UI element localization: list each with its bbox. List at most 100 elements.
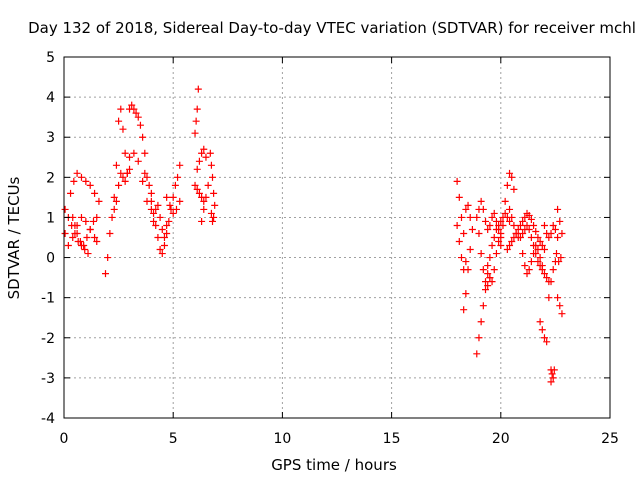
data-point bbox=[477, 250, 485, 258]
data-point bbox=[123, 169, 131, 177]
data-point bbox=[195, 189, 203, 197]
x-axis-label: GPS time / hours bbox=[271, 456, 397, 474]
data-point bbox=[82, 217, 90, 225]
data-point bbox=[160, 234, 168, 241]
data-point bbox=[527, 258, 535, 266]
data-point bbox=[503, 181, 511, 189]
data-point bbox=[207, 209, 215, 217]
data-point bbox=[488, 278, 496, 286]
data-point bbox=[484, 282, 492, 290]
data-point bbox=[473, 213, 481, 221]
data-point bbox=[70, 177, 78, 185]
data-point bbox=[530, 250, 538, 258]
x-tick-label: 25 bbox=[601, 431, 619, 447]
data-point bbox=[534, 234, 542, 241]
data-point bbox=[193, 105, 201, 113]
data-point bbox=[492, 250, 500, 258]
data-point bbox=[112, 161, 120, 169]
data-point bbox=[484, 270, 492, 278]
data-point bbox=[195, 157, 203, 165]
y-tick-label: 3 bbox=[46, 130, 55, 146]
data-point bbox=[455, 193, 463, 201]
data-point bbox=[106, 229, 114, 237]
data-point bbox=[499, 221, 507, 229]
data-point bbox=[527, 215, 535, 223]
data-point bbox=[192, 117, 200, 125]
data-point bbox=[466, 213, 474, 221]
data-point bbox=[548, 370, 556, 378]
data-point bbox=[525, 266, 533, 274]
data-point bbox=[554, 294, 562, 302]
y-tick-label: 2 bbox=[46, 170, 55, 186]
data-point bbox=[508, 238, 516, 246]
data-point bbox=[121, 149, 129, 157]
data-point bbox=[551, 225, 559, 233]
data-point bbox=[165, 217, 173, 225]
data-point bbox=[89, 217, 97, 225]
data-point bbox=[152, 221, 160, 229]
data-point bbox=[460, 306, 468, 314]
data-point bbox=[200, 145, 208, 153]
data-point bbox=[143, 173, 151, 181]
data-point bbox=[532, 242, 540, 250]
data-point bbox=[547, 229, 555, 237]
data-point bbox=[91, 234, 99, 241]
data-point bbox=[110, 193, 118, 201]
data-point bbox=[538, 326, 546, 334]
data-point bbox=[150, 217, 158, 225]
data-point bbox=[172, 205, 180, 213]
data-point bbox=[508, 213, 516, 221]
data-point bbox=[200, 197, 208, 205]
data-point bbox=[108, 213, 116, 221]
data-point bbox=[101, 270, 109, 278]
data-point bbox=[519, 217, 527, 225]
data-point bbox=[193, 185, 201, 193]
data-point bbox=[84, 250, 92, 258]
data-point bbox=[462, 205, 470, 213]
data-point bbox=[490, 234, 498, 241]
data-point bbox=[506, 169, 514, 177]
data-point bbox=[453, 221, 461, 229]
data-point bbox=[115, 117, 123, 125]
data-point bbox=[176, 161, 184, 169]
data-point bbox=[128, 101, 136, 109]
y-tick-label: -2 bbox=[41, 331, 55, 347]
data-point bbox=[484, 225, 492, 233]
data-point bbox=[482, 217, 490, 225]
x-tick-label: 10 bbox=[273, 431, 291, 447]
data-point bbox=[455, 238, 463, 246]
data-point bbox=[139, 177, 147, 185]
data-point bbox=[466, 246, 474, 254]
data-point bbox=[210, 213, 218, 221]
data-point bbox=[558, 310, 566, 318]
data-point bbox=[464, 266, 472, 274]
data-point bbox=[77, 173, 85, 181]
data-point bbox=[514, 225, 522, 233]
data-point bbox=[112, 197, 120, 205]
data-point bbox=[547, 378, 555, 386]
data-point bbox=[115, 181, 123, 189]
data-point bbox=[110, 205, 118, 213]
data-point bbox=[91, 189, 99, 197]
data-point bbox=[194, 85, 202, 93]
axis-ticks bbox=[63, 56, 611, 419]
data-point bbox=[521, 213, 529, 221]
data-point bbox=[154, 234, 162, 241]
y-tick-label: -1 bbox=[41, 291, 55, 307]
data-point bbox=[134, 157, 142, 165]
data-point bbox=[519, 250, 527, 258]
data-point bbox=[501, 209, 509, 217]
y-tick-label: 5 bbox=[46, 50, 55, 66]
data-point bbox=[69, 234, 77, 241]
data-point bbox=[554, 205, 562, 213]
data-point bbox=[200, 205, 208, 213]
data-point bbox=[462, 258, 470, 266]
data-point bbox=[206, 149, 214, 157]
y-axis-label: SDTVAR / TECUs bbox=[5, 176, 23, 299]
tick-labels: 0 5 10 15 20 25 -4 -3 -2 -1 0 1 2 3 4 5 bbox=[41, 50, 619, 447]
data-point bbox=[141, 149, 149, 157]
data-point bbox=[538, 242, 546, 250]
data-point bbox=[457, 254, 465, 262]
data-point bbox=[191, 129, 199, 137]
